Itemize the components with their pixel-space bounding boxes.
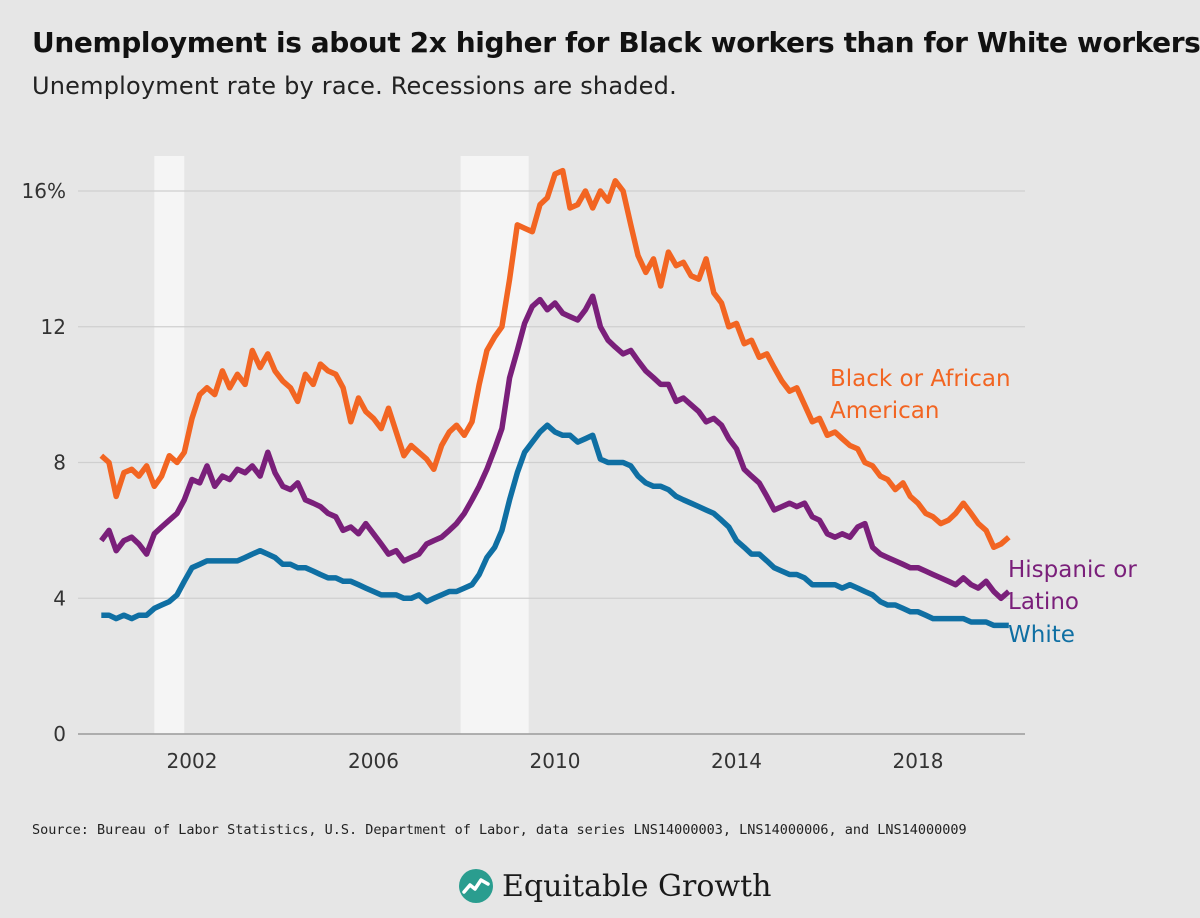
chart-subtitle: Unemployment rate by race. Recessions ar…	[32, 72, 677, 100]
y-axis-ticks: 0 4 8 12 16%	[22, 179, 66, 746]
equitable-growth-logo: Equitable Growth	[458, 864, 771, 908]
y-tick-label: 4	[53, 586, 66, 610]
recession-bands	[154, 156, 529, 734]
x-tick-label: 2010	[530, 749, 581, 773]
black-series-label: Black or African American	[830, 366, 1011, 424]
x-tick-label: 2018	[893, 749, 944, 773]
grid-lines	[78, 190, 1025, 735]
series-labels: Black or African American Hispanic or Latin…	[830, 366, 1137, 648]
white-series-label: White	[1008, 622, 1075, 648]
x-tick-label: 2014	[711, 749, 762, 773]
y-tick-label: 8	[53, 451, 66, 475]
growth-chart-icon	[459, 869, 493, 903]
x-tick-label: 2006	[348, 749, 399, 773]
series-lines	[99, 167, 1011, 629]
y-tick-label: 12	[41, 315, 66, 339]
source-note: Source: Bureau of Labor Statistics, U.S.…	[32, 822, 967, 838]
logo-text: Equitable Growth	[502, 868, 772, 904]
y-tick-label: 16%	[22, 179, 66, 203]
white-series-line	[101, 422, 1009, 629]
chart-title: Unemployment is about 2x higher for Blac…	[32, 26, 1200, 59]
hispanic-series-line	[99, 293, 1011, 602]
x-axis-ticks: 2002 2006 2010 2014 2018	[167, 749, 944, 773]
black-series-line	[99, 167, 1011, 551]
hispanic-series-label: Hispanic or Latino	[1008, 557, 1137, 615]
recession-band-1	[154, 156, 185, 734]
x-tick-label: 2002	[167, 749, 218, 773]
y-tick-label: 0	[53, 722, 66, 746]
